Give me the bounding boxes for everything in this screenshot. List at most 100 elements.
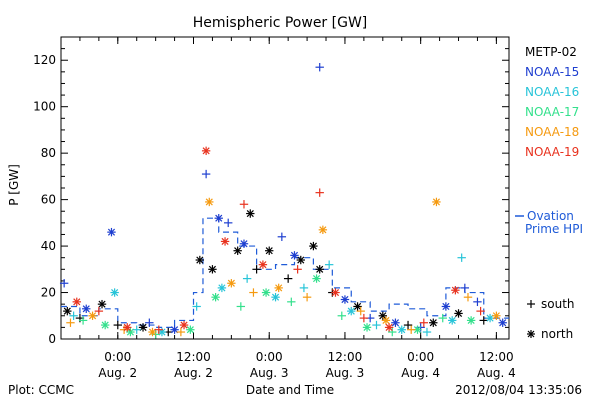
data-point-noaa-15-south bbox=[201, 169, 211, 179]
data-point-noaa-17-south bbox=[337, 311, 346, 320]
data-point-metp-02-south bbox=[252, 265, 261, 274]
data-point-noaa-16-south bbox=[422, 327, 432, 337]
data-point-metp-02-south bbox=[403, 320, 413, 330]
symbol-legend-north bbox=[527, 330, 535, 338]
data-point-noaa-19-south bbox=[419, 318, 429, 327]
data-point-noaa-18-north bbox=[274, 283, 283, 293]
data-point-noaa-17-south bbox=[287, 297, 296, 307]
data-points-layer bbox=[59, 63, 507, 339]
data-point-noaa-17-north bbox=[186, 325, 195, 334]
ovation-prime-hpi-line bbox=[61, 217, 509, 328]
plot-timestamp: 2012/08/04 13:35:06 bbox=[455, 383, 582, 397]
data-point-metp-02-north bbox=[265, 246, 274, 255]
data-point-noaa-17-north bbox=[312, 274, 321, 283]
data-point-metp-02-north bbox=[246, 209, 255, 218]
data-point-noaa-16-south bbox=[324, 260, 334, 269]
data-point-noaa-18-north bbox=[381, 316, 391, 325]
x-tick-label-time: 0:00 bbox=[256, 350, 283, 364]
data-point-noaa-15-south bbox=[473, 297, 482, 307]
x-tick-label-date: Aug. 3 bbox=[250, 366, 289, 380]
data-point-noaa-16-south bbox=[372, 320, 381, 330]
data-point-metp-02-north bbox=[63, 306, 72, 316]
legend-item-noaa-16: NOAA-16 bbox=[525, 85, 579, 99]
symbol-legend-south bbox=[527, 300, 535, 308]
data-point-noaa-17-north bbox=[362, 323, 372, 332]
data-point-noaa-15-north bbox=[107, 227, 116, 237]
x-tick-label-date: Aug. 2 bbox=[174, 366, 213, 380]
y-tick-label: 60 bbox=[41, 193, 56, 207]
data-point-noaa-18-south bbox=[66, 318, 75, 327]
data-point-noaa-16-south bbox=[132, 325, 141, 334]
data-point-noaa-16-south bbox=[192, 302, 201, 311]
y-tick-label: 80 bbox=[41, 146, 56, 160]
chart-title: Hemispheric Power [GW] bbox=[193, 15, 368, 31]
data-point-noaa-17-south bbox=[78, 316, 88, 325]
data-point-noaa-17-north bbox=[466, 316, 476, 325]
legend-item-ovation-line1: Ovation bbox=[527, 209, 574, 223]
data-point-noaa-15-north bbox=[214, 214, 223, 223]
data-point-noaa-15-north bbox=[340, 295, 350, 304]
data-point-metp-02-north bbox=[315, 265, 324, 274]
data-point-noaa-18-north bbox=[148, 327, 157, 337]
x-tick-label-date: Aug. 2 bbox=[98, 366, 137, 380]
data-point-noaa-16-north bbox=[485, 313, 495, 323]
data-point-metp-02-north bbox=[309, 241, 318, 251]
data-point-metp-02-north bbox=[233, 246, 242, 255]
data-point-noaa-16-north bbox=[397, 325, 406, 334]
data-point-noaa-17-north bbox=[261, 288, 271, 297]
data-point-noaa-18-north bbox=[227, 279, 236, 288]
x-tick-label-date: Aug. 3 bbox=[326, 366, 365, 380]
data-point-noaa-16-south bbox=[457, 253, 466, 262]
data-point-noaa-17-south bbox=[388, 327, 397, 337]
y-tick-label: 100 bbox=[33, 100, 56, 114]
data-point-noaa-19-north bbox=[384, 323, 394, 332]
x-tick-label-time: 12:00 bbox=[176, 350, 211, 364]
data-point-noaa-18-south bbox=[356, 306, 365, 316]
data-point-noaa-15-north bbox=[170, 325, 179, 334]
data-point-metp-02-north bbox=[353, 302, 362, 311]
data-point-noaa-18-south bbox=[463, 292, 473, 302]
data-point-noaa-15-north bbox=[441, 302, 451, 311]
plot-frame bbox=[60, 36, 510, 340]
data-point-noaa-15-south bbox=[315, 63, 324, 72]
data-point-noaa-16-north bbox=[448, 316, 457, 325]
legend-item-ovation-line2: Prime HPI bbox=[525, 222, 583, 236]
data-point-noaa-19-north bbox=[258, 260, 268, 269]
data-point-noaa-18-north bbox=[432, 197, 441, 207]
data-point-noaa-15-north bbox=[498, 318, 507, 327]
data-point-noaa-18-south bbox=[176, 327, 186, 337]
data-point-noaa-19-south bbox=[359, 313, 369, 323]
plot-source-label: Plot: CCMC bbox=[8, 383, 74, 397]
data-point-noaa-19-north bbox=[123, 323, 132, 332]
data-point-noaa-19-south bbox=[476, 306, 485, 316]
symbol-legend-label-south: south bbox=[541, 297, 575, 311]
legend-item-noaa-19: NOAA-19 bbox=[525, 145, 579, 159]
x-tick-label-date: Aug. 4 bbox=[477, 366, 516, 380]
legend-item-noaa-18: NOAA-18 bbox=[525, 125, 579, 139]
data-point-noaa-15-north bbox=[290, 251, 299, 260]
data-point-noaa-15-south bbox=[460, 283, 470, 293]
data-point-noaa-18-north bbox=[318, 225, 328, 235]
legend-item-noaa-17: NOAA-17 bbox=[525, 105, 579, 119]
data-point-noaa-16-north bbox=[110, 288, 119, 297]
data-point-noaa-19-south bbox=[293, 265, 302, 274]
x-axis-label: Date and Time bbox=[246, 383, 334, 397]
data-point-noaa-15-north bbox=[82, 304, 91, 313]
data-point-metp-02-north bbox=[296, 255, 305, 265]
y-axis-label: P [GW] bbox=[7, 164, 21, 206]
data-point-noaa-15-south bbox=[145, 318, 154, 327]
data-point-noaa-19-south bbox=[239, 200, 249, 209]
data-point-noaa-15-south bbox=[224, 218, 233, 228]
data-point-metp-02-north bbox=[454, 309, 463, 318]
x-tick-label-time: 12:00 bbox=[479, 350, 514, 364]
y-tick-label: 40 bbox=[41, 239, 56, 253]
data-point-noaa-18-south bbox=[406, 325, 416, 334]
data-point-metp-02-north bbox=[429, 318, 438, 327]
data-point-metp-02-south bbox=[113, 320, 122, 330]
data-point-noaa-19-north bbox=[201, 146, 211, 156]
data-point-noaa-16-north bbox=[347, 306, 356, 316]
x-tick-label-date: Aug. 4 bbox=[401, 366, 440, 380]
axis-ticks: 0 20 40 60 80 100 120 0:00 Aug. 2 12:00 Aug. 2 0:00… bbox=[33, 37, 516, 380]
data-point-metp-02-north bbox=[138, 323, 148, 332]
